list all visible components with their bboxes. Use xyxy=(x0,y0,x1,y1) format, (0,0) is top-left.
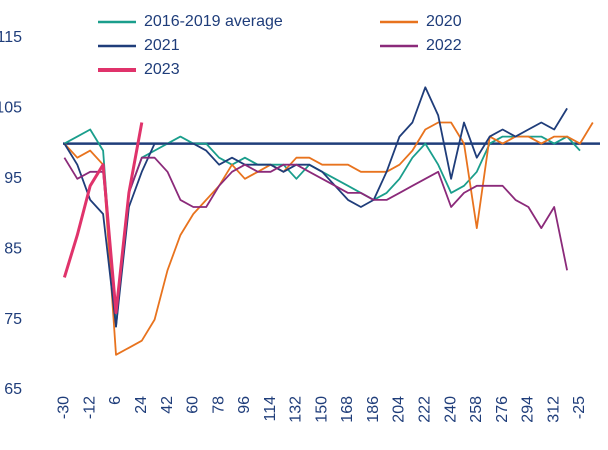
x-tick-label: 312 xyxy=(545,396,562,423)
x-tick-label: -30 xyxy=(56,396,73,419)
series-line xyxy=(63,86,568,328)
x-tick-label: 276 xyxy=(494,396,511,423)
y-tick-label: 115 xyxy=(0,29,22,46)
x-tick-label: 78 xyxy=(210,396,227,414)
y-tick-label: 75 xyxy=(4,311,22,328)
legend-label: 2016-2019 average xyxy=(144,13,283,30)
y-tick-label: 65 xyxy=(4,381,22,398)
y-tick-label: 105 xyxy=(0,100,22,117)
x-tick-label: 114 xyxy=(262,396,279,422)
legend-label: 2022 xyxy=(426,37,462,54)
x-tick-label: 258 xyxy=(468,396,485,423)
series-line xyxy=(63,156,568,314)
series-line xyxy=(63,121,594,356)
x-tick-label: 24 xyxy=(133,396,150,414)
x-tick-label: 150 xyxy=(313,396,330,423)
x-tick-label: 42 xyxy=(159,396,176,414)
x-tick-label: 294 xyxy=(520,396,537,423)
legend-label: 2020 xyxy=(426,13,462,30)
legend-label: 2023 xyxy=(144,61,180,78)
x-tick-label: 222 xyxy=(417,396,434,423)
series-line xyxy=(62,122,144,315)
x-tick-label: 96 xyxy=(236,396,253,414)
x-tick-label: 6 xyxy=(107,396,124,405)
y-tick-label: 85 xyxy=(4,240,22,257)
x-tick-label: 240 xyxy=(442,396,459,423)
x-tick-label: 60 xyxy=(185,396,202,414)
x-tick-label: 204 xyxy=(391,396,408,423)
x-tick-label: 186 xyxy=(365,396,382,423)
y-tick-label: 95 xyxy=(4,170,22,187)
legend-label: 2021 xyxy=(144,37,180,54)
x-tick-label: 132 xyxy=(288,396,305,423)
x-tick-label: -12 xyxy=(81,396,98,419)
x-tick-label: -25 xyxy=(571,396,588,419)
x-tick-label: 168 xyxy=(339,396,356,423)
